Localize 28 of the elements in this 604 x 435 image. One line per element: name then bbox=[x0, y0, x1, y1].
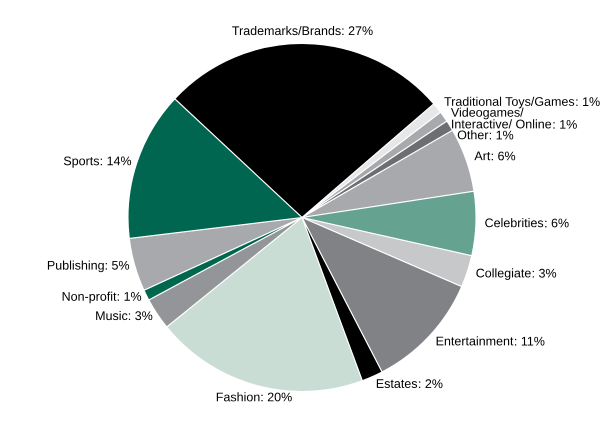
data-label: : 3% bbox=[532, 268, 556, 278]
slice-label: Publishing bbox=[48, 260, 104, 272]
slice-label: Fashion bbox=[216, 392, 260, 402]
slice-label: Collegiate bbox=[476, 268, 531, 280]
data-label: : 1% bbox=[118, 292, 142, 301]
slice-label: Non-profit bbox=[62, 292, 116, 304]
slice-label: Trademarks/Brands bbox=[232, 26, 341, 36]
data-label: : 20% bbox=[261, 392, 292, 402]
data-label: : 5% bbox=[106, 260, 130, 270]
data-label: : 3% bbox=[128, 311, 152, 320]
slice-label: Celebrities bbox=[485, 218, 544, 228]
data-label: : 6% bbox=[492, 152, 516, 160]
slice-label: Other bbox=[458, 130, 488, 140]
data-label: : 6% bbox=[545, 218, 569, 228]
slice-label: Sports bbox=[64, 156, 100, 168]
slice-label: Videogames/ Interactive/ Online bbox=[450, 108, 552, 128]
data-label: : 1% bbox=[576, 97, 600, 106]
data-label: : 14% bbox=[100, 156, 132, 166]
data-label: : 2% bbox=[419, 379, 443, 388]
slice-label: Music bbox=[96, 310, 128, 320]
data-label: : 1% bbox=[490, 130, 514, 140]
slice-label: Traditional Toys/Games bbox=[444, 96, 574, 108]
data-label: : 27% bbox=[342, 26, 373, 36]
data-label: : 11% bbox=[515, 336, 544, 346]
slice-label: Estates bbox=[376, 379, 418, 388]
slice-label: Entertainment bbox=[436, 336, 514, 346]
data-label: : 1% bbox=[553, 120, 577, 129]
slice-label: Art bbox=[474, 152, 490, 160]
